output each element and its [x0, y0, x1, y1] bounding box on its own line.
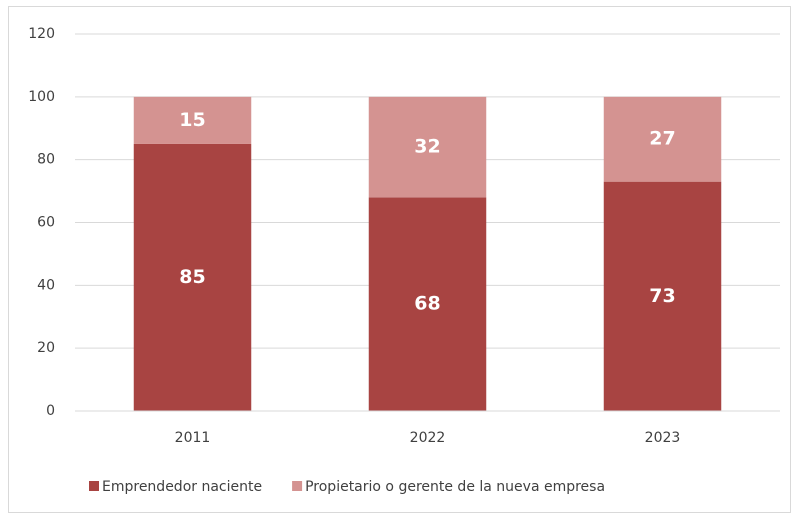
legend-swatch — [292, 481, 303, 491]
value-label: 68 — [414, 293, 440, 315]
bar-segment — [368, 96, 487, 198]
y-tick-label: 80 — [37, 152, 55, 168]
legend-label: Propietario o gerente de la nueva empres… — [305, 479, 605, 495]
legend-label: Emprendedor naciente — [102, 479, 262, 495]
y-tick-label: 0 — [46, 403, 55, 419]
x-tick-label: 2023 — [645, 430, 681, 446]
y-tick-label: 40 — [37, 277, 55, 293]
legend-swatch — [89, 481, 99, 491]
bar-segment — [133, 96, 252, 144]
value-label: 73 — [649, 285, 675, 307]
y-tick-label: 60 — [37, 215, 55, 231]
bar-segment — [603, 181, 722, 411]
bar-segment — [603, 96, 722, 182]
y-tick-label: 100 — [28, 89, 55, 105]
y-tick-label: 120 — [28, 26, 55, 42]
bar-segment — [133, 143, 252, 412]
bar-segment — [368, 197, 487, 411]
value-label: 32 — [414, 136, 440, 158]
x-tick-label: 2011 — [175, 430, 211, 446]
value-label: 85 — [179, 266, 205, 288]
value-label: 15 — [179, 109, 205, 131]
y-tick-label: 20 — [37, 340, 55, 356]
x-tick-label: 2022 — [410, 430, 446, 446]
value-label: 27 — [649, 128, 675, 150]
